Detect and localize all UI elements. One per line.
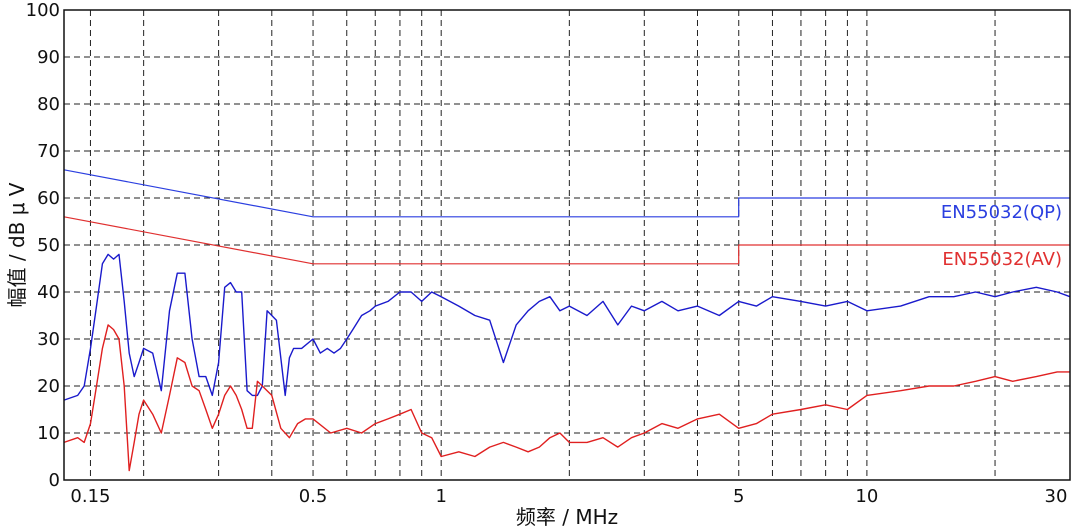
y-tick-label: 90 [37, 47, 60, 68]
x-tick-labels: 0.15 0.5 1 5 10 30 [70, 486, 1067, 507]
y-tick-label: 60 [37, 188, 60, 209]
y-tick-label: 80 [37, 94, 60, 115]
x-tick-label: 10 [855, 486, 878, 507]
y-tick-label: 40 [37, 282, 60, 303]
plot-frame [63, 9, 1071, 481]
measurement-trace [63, 253, 1071, 401]
y-tick-labels: 0 10 20 30 40 50 60 70 80 90 100 [26, 0, 60, 491]
x-axis-title: 频率 / MHz [516, 505, 618, 529]
limit-label: EN55032(AV) [942, 249, 1062, 270]
y-tick-label: 70 [37, 141, 60, 162]
y-tick-label: 0 [49, 470, 60, 491]
x-tick-label: 5 [733, 486, 744, 507]
y-tick-label: 100 [26, 0, 60, 21]
x-tick-label: 30 [1045, 486, 1068, 507]
x-tick-label: 0.15 [70, 486, 110, 507]
x-tick-label: 0.5 [299, 486, 328, 507]
measurement-trace [63, 324, 1070, 472]
y-axis-title: 幅值 / dB μ V [5, 182, 29, 307]
y-tick-label: 50 [37, 235, 60, 256]
y-tick-label: 20 [37, 376, 60, 397]
limit-labels: EN55032(QP) EN55032(AV) [941, 202, 1062, 270]
limit-label: EN55032(QP) [941, 202, 1062, 223]
limit-line-en55032-qp [63, 169, 1070, 218]
y-tick-label: 10 [37, 423, 60, 444]
series-layer [63, 169, 1071, 472]
limit-line-en55032-av [63, 216, 1070, 265]
x-tick-label: 1 [435, 486, 446, 507]
y-tick-label: 30 [37, 329, 60, 350]
